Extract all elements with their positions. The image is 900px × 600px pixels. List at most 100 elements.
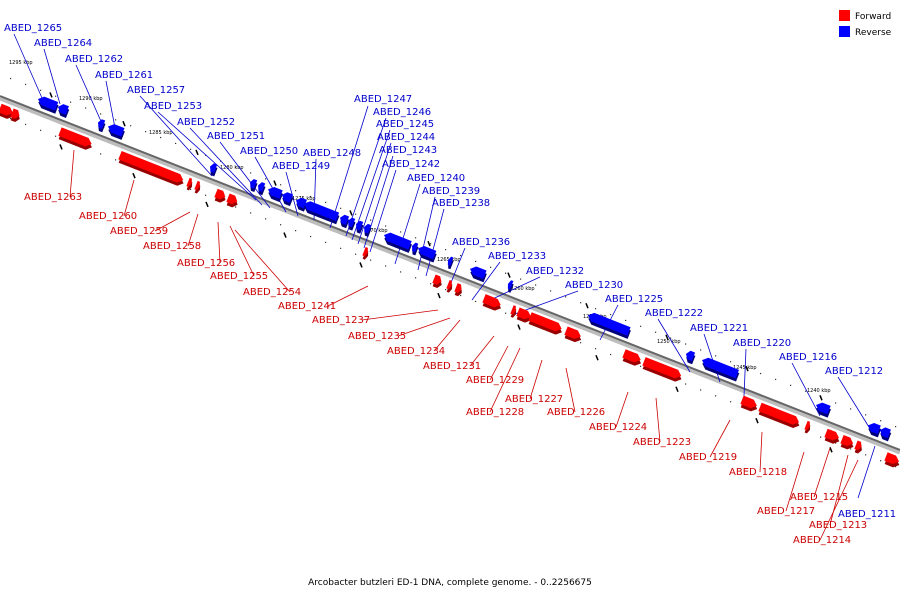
tick-dot	[730, 361, 732, 363]
leader-line	[397, 317, 451, 337]
leader-line	[157, 111, 257, 201]
gene-label: ABED_1226	[547, 407, 605, 418]
gene-label: ABED_1265	[4, 23, 62, 34]
major-tick	[755, 417, 759, 424]
tick-label: 1240 kbp	[807, 388, 831, 394]
tick-dot	[655, 331, 657, 333]
gene-label: ABED_1215	[790, 492, 848, 503]
tick-dot	[820, 436, 822, 438]
leader-line	[813, 447, 831, 498]
reverse-gene	[58, 104, 70, 119]
tick-dot	[130, 125, 132, 127]
leader-line	[357, 142, 392, 245]
gene-label: ABED_1211	[838, 509, 896, 520]
tick-dot	[100, 113, 102, 115]
tick-dot	[280, 184, 282, 186]
reverse-gene	[507, 280, 514, 293]
leader-line	[394, 183, 421, 265]
leader-line	[743, 348, 747, 397]
tick-dot	[10, 117, 12, 120]
leader-line	[123, 179, 135, 217]
tick-dot	[805, 390, 807, 392]
gene-label: ABED_1227	[505, 394, 563, 405]
gene-label: ABED_1218	[729, 467, 787, 478]
tick-dot	[490, 266, 492, 268]
forward-gene	[482, 294, 502, 311]
gene-label: ABED_1220	[733, 338, 791, 349]
leader-line	[489, 345, 509, 381]
tick-dot	[415, 237, 417, 239]
forward-gene	[226, 193, 238, 208]
gene-label: ABED_1236	[452, 237, 510, 248]
forward-gene	[840, 434, 854, 450]
gene-label: ABED_1252	[177, 117, 235, 128]
gene-label: ABED_1219	[679, 452, 737, 463]
gene-label: ABED_1238	[432, 198, 490, 209]
tick-dot	[790, 384, 792, 386]
tick-dot	[40, 129, 42, 131]
tick-dot	[175, 142, 177, 145]
tick-dot	[25, 123, 27, 126]
leader-line	[187, 213, 199, 247]
tick-dot	[40, 89, 42, 91]
leader-line	[69, 149, 75, 198]
tick-dot	[445, 289, 447, 291]
leader-line	[154, 211, 191, 232]
leader-line	[837, 376, 873, 433]
tick-dot	[835, 402, 837, 404]
reverse-gene	[816, 402, 831, 418]
tick-dot	[700, 389, 702, 391]
major-tick	[675, 386, 679, 393]
tick-dot	[880, 460, 882, 462]
gene-label: ABED_1241	[278, 301, 336, 312]
tick-dot	[640, 325, 642, 327]
leader-line	[471, 261, 501, 301]
gene-label: ABED_1229	[466, 375, 524, 386]
leader-line	[219, 141, 271, 209]
tick-label: 1285 kbp	[149, 130, 173, 136]
forward-gene	[432, 274, 442, 288]
tick-dot	[100, 153, 102, 155]
tick-dot	[895, 466, 897, 468]
reverse-gene	[588, 312, 631, 339]
tick-dot	[370, 219, 372, 221]
reverse-gene	[356, 220, 364, 234]
gene-label: ABED_1223	[633, 437, 691, 448]
tick-dot	[520, 278, 522, 280]
leader-line	[285, 171, 299, 217]
reverse-gene	[304, 201, 340, 225]
forward-gene	[10, 108, 20, 123]
forward-gene	[186, 177, 193, 191]
forward-gene	[0, 103, 14, 119]
gene-label: ABED_1230	[565, 280, 623, 291]
tick-label: 1295 kbp	[9, 60, 33, 66]
major-tick	[49, 92, 53, 98]
reverse-gene	[282, 192, 294, 207]
tick-dot	[550, 290, 552, 292]
leader-line	[327, 285, 369, 307]
gene-label: ABED_1234	[387, 346, 445, 357]
gene-label: ABED_1244	[377, 132, 435, 143]
forward-gene	[622, 349, 642, 366]
gene-label: ABED_1254	[243, 287, 301, 298]
major-tick	[59, 144, 63, 150]
major-tick	[507, 272, 511, 278]
leader-line	[709, 419, 731, 458]
gene-label: ABED_1239	[422, 186, 480, 197]
tick-dot	[160, 136, 162, 139]
tick-dot	[595, 308, 597, 310]
tick-dot	[445, 249, 447, 251]
genome-backbone-shadow	[0, 95, 900, 455]
gene-label: ABED_1216	[779, 352, 837, 363]
forward-gene	[804, 420, 811, 434]
tick-dot	[310, 195, 312, 198]
reverse-gene	[418, 246, 437, 263]
tick-dot	[400, 231, 402, 233]
tick-dot	[250, 172, 252, 174]
tick-dot	[595, 348, 597, 350]
leader-line	[759, 431, 763, 473]
gene-label: ABED_1242	[382, 159, 440, 170]
tick-dot	[25, 83, 27, 86]
reverse-gene	[348, 217, 356, 231]
leader-line	[565, 367, 576, 413]
